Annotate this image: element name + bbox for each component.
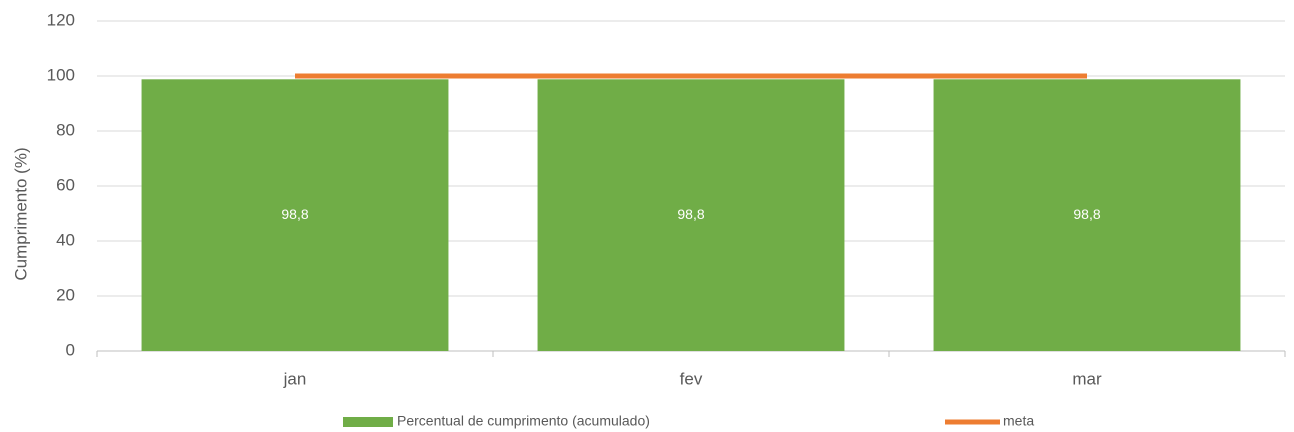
y-tick-label: 80 bbox=[56, 120, 75, 139]
y-axis-label: Cumprimento (%) bbox=[11, 147, 30, 280]
x-tick-label: fev bbox=[680, 369, 703, 388]
value-label: 98,8 bbox=[281, 206, 308, 222]
bar bbox=[141, 79, 449, 352]
y-tick-label: 20 bbox=[56, 285, 75, 304]
bar bbox=[933, 79, 1241, 352]
legend-label: Percentual de cumprimento (acumulado) bbox=[397, 413, 650, 429]
x-tick-label: jan bbox=[283, 369, 307, 388]
legend-label: meta bbox=[1003, 413, 1034, 429]
bar bbox=[537, 79, 845, 352]
value-label: 98,8 bbox=[677, 206, 704, 222]
y-tick-label: 40 bbox=[56, 230, 75, 249]
legend-swatch bbox=[343, 417, 393, 427]
y-tick-label: 0 bbox=[66, 340, 75, 359]
x-tick-label: mar bbox=[1072, 369, 1102, 388]
y-tick-label: 120 bbox=[47, 10, 75, 29]
y-tick-label: 60 bbox=[56, 175, 75, 194]
y-tick-label: 100 bbox=[47, 65, 75, 84]
value-label: 98,8 bbox=[1073, 206, 1100, 222]
